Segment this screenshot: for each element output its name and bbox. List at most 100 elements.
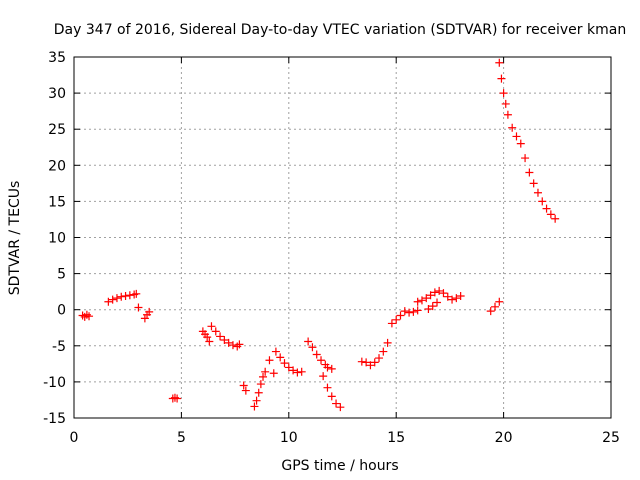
- series-seg15: [387, 306, 422, 328]
- y-tick-label: 35: [48, 50, 66, 66]
- data-point: [409, 307, 418, 316]
- data-point: [433, 298, 442, 307]
- series-seg14: [357, 338, 392, 370]
- data-point: [503, 110, 512, 119]
- data-point: [413, 306, 422, 315]
- data-point: [233, 342, 242, 351]
- data-point: [428, 302, 437, 311]
- data-point: [261, 367, 270, 376]
- series-seg16: [413, 286, 465, 306]
- data-point: [289, 366, 298, 375]
- data-point: [239, 381, 248, 390]
- data-point: [439, 289, 448, 298]
- data-point: [254, 388, 263, 397]
- data-point: [252, 396, 261, 405]
- series-seg8: [239, 381, 250, 395]
- data-point: [220, 336, 229, 345]
- data-point: [424, 304, 433, 313]
- data-point: [140, 314, 149, 323]
- data-point: [491, 302, 500, 311]
- data-point: [499, 89, 508, 98]
- data-point: [332, 399, 341, 408]
- data-point: [392, 315, 401, 324]
- data-point: [486, 307, 495, 316]
- series-seg7: [207, 322, 244, 351]
- data-point: [546, 210, 555, 219]
- data-point: [130, 290, 139, 299]
- data-point: [435, 286, 444, 295]
- y-axis-label: SDTVAR / TECUs: [7, 181, 23, 296]
- data-point: [297, 367, 306, 376]
- data-point: [443, 292, 452, 301]
- data-point: [312, 350, 321, 359]
- series-seg9: [250, 367, 270, 411]
- data-point: [121, 291, 130, 300]
- series-seg3: [134, 303, 143, 312]
- y-tick-label: 15: [48, 194, 66, 210]
- data-point: [323, 383, 332, 392]
- data-point: [396, 311, 405, 320]
- series-seg6: [198, 327, 214, 346]
- data-point: [336, 403, 345, 412]
- y-tick-label: 30: [48, 86, 66, 102]
- data-point: [542, 204, 551, 213]
- data-point: [495, 297, 504, 306]
- data-point: [516, 139, 525, 148]
- series-seg19: [495, 58, 560, 223]
- data-point: [132, 289, 141, 298]
- data-point: [203, 333, 212, 342]
- data-point: [521, 154, 530, 163]
- data-point: [497, 74, 506, 83]
- data-point: [78, 311, 87, 320]
- grid-layer: [74, 57, 611, 418]
- data-point: [387, 319, 396, 328]
- data-point: [170, 393, 179, 402]
- data-point: [108, 295, 117, 304]
- x-tick-label: 15: [387, 430, 405, 446]
- data-point: [304, 337, 313, 346]
- y-tick-label: -5: [52, 339, 66, 355]
- series-seg13: [319, 372, 345, 412]
- data-point: [211, 327, 220, 336]
- data-point: [362, 358, 371, 367]
- data-point: [112, 294, 121, 303]
- data-point: [134, 303, 143, 312]
- y-tick-label: -10: [43, 375, 66, 391]
- data-point: [259, 372, 268, 381]
- series-seg5: [168, 393, 182, 403]
- data-point: [327, 392, 336, 401]
- series-seg2: [104, 289, 141, 306]
- series-seg11: [271, 347, 306, 377]
- data-point: [430, 288, 439, 297]
- data-point: [80, 312, 89, 321]
- data-point: [82, 310, 91, 319]
- data-points: [78, 58, 560, 412]
- data-point: [327, 364, 336, 373]
- y-tick-label: -15: [43, 411, 66, 427]
- data-point: [323, 363, 332, 372]
- data-point: [533, 188, 542, 197]
- data-point: [117, 292, 126, 301]
- data-point: [456, 291, 465, 300]
- chart-title: Day 347 of 2016, Sidereal Day-to-day VTE…: [54, 22, 626, 38]
- series-seg10: [265, 356, 278, 378]
- data-point: [370, 358, 379, 367]
- data-point: [228, 341, 237, 350]
- series-seg17: [424, 298, 442, 313]
- data-point: [271, 347, 280, 356]
- data-point: [224, 338, 233, 347]
- y-tick-label: 10: [48, 231, 66, 247]
- y-tick-label: 5: [57, 267, 66, 283]
- data-point: [207, 322, 216, 331]
- series-seg12: [304, 337, 336, 373]
- data-point: [265, 356, 274, 365]
- data-point: [426, 291, 435, 300]
- data-point: [308, 343, 317, 352]
- data-point: [319, 372, 328, 381]
- data-point: [145, 307, 154, 316]
- data-point: [508, 123, 517, 132]
- y-tick-label: 0: [57, 303, 66, 319]
- data-point: [256, 380, 265, 389]
- x-tick-label: 10: [280, 430, 298, 446]
